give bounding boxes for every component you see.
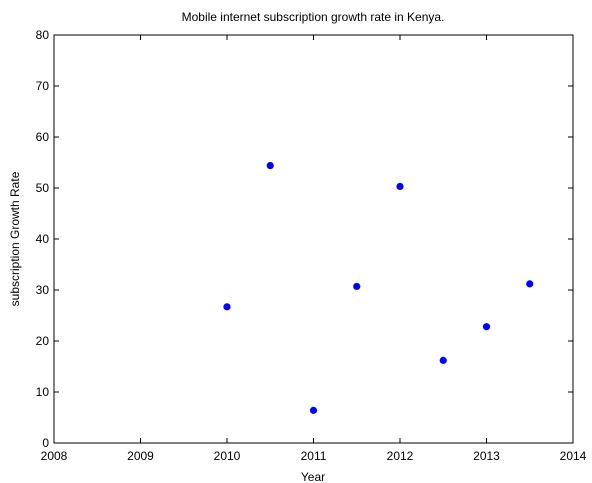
y-tick-label: 70: [36, 79, 50, 93]
y-axis-label: subscription Growth Rate: [8, 171, 22, 306]
chart-title: Mobile internet subscription growth rate…: [182, 10, 445, 24]
y-tick-label: 50: [36, 181, 50, 195]
data-point: [482, 323, 491, 331]
x-axis-ticks: 2008 2009 2010 2011 2012 2013 2014: [41, 35, 587, 463]
y-tick-label: 10: [36, 385, 50, 399]
data-points: [223, 161, 534, 414]
x-tick-label: 2009: [127, 449, 154, 463]
data-point: [526, 280, 534, 288]
y-tick-label: 0: [42, 436, 49, 450]
x-tick-label: 2011: [301, 449, 327, 463]
y-tick-label: 20: [36, 334, 50, 348]
data-point: [266, 161, 274, 170]
y-tick-label: 40: [36, 232, 50, 246]
data-point: [439, 356, 447, 364]
y-tick-label: 30: [36, 283, 50, 297]
x-tick-label: 2008: [41, 449, 68, 463]
x-tick-label: 2012: [387, 449, 414, 463]
data-point: [309, 406, 318, 414]
y-tick-label: 60: [36, 130, 50, 144]
data-point: [396, 182, 404, 191]
x-tick-label: 2010: [214, 449, 241, 463]
y-axis-ticks: 0 10 20 30 40 50 60 70 80: [36, 28, 573, 450]
x-tick-label: 2014: [560, 449, 587, 463]
y-tick-label: 80: [36, 28, 50, 42]
x-tick-label: 2013: [473, 449, 500, 463]
data-point: [223, 303, 231, 311]
data-point: [353, 282, 361, 291]
x-axis-label: Year: [301, 470, 325, 483]
